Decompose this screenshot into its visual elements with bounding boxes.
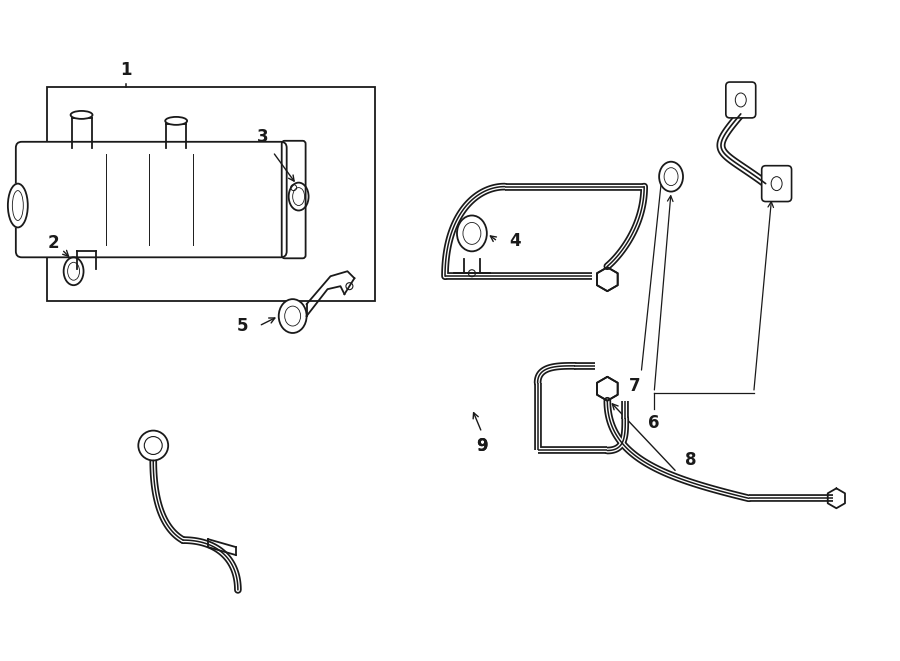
Ellipse shape <box>292 188 304 206</box>
Ellipse shape <box>659 162 683 192</box>
Text: 5: 5 <box>237 317 248 335</box>
Text: 3: 3 <box>257 128 268 146</box>
Text: 4: 4 <box>508 233 520 251</box>
Text: 9: 9 <box>476 436 488 455</box>
Text: 9: 9 <box>476 436 488 455</box>
FancyBboxPatch shape <box>725 82 756 118</box>
FancyBboxPatch shape <box>761 166 792 202</box>
Ellipse shape <box>166 117 187 125</box>
Text: 7: 7 <box>628 377 640 395</box>
FancyBboxPatch shape <box>282 141 306 258</box>
Text: 6: 6 <box>648 414 660 432</box>
Text: 2: 2 <box>48 235 59 253</box>
Text: 1: 1 <box>121 61 132 79</box>
Ellipse shape <box>457 215 487 251</box>
Bar <box>47 87 375 301</box>
FancyBboxPatch shape <box>16 142 287 257</box>
Ellipse shape <box>139 430 168 461</box>
Ellipse shape <box>70 111 93 119</box>
Ellipse shape <box>8 184 28 227</box>
Ellipse shape <box>279 299 307 333</box>
Ellipse shape <box>68 262 79 280</box>
Text: 8: 8 <box>685 451 697 469</box>
